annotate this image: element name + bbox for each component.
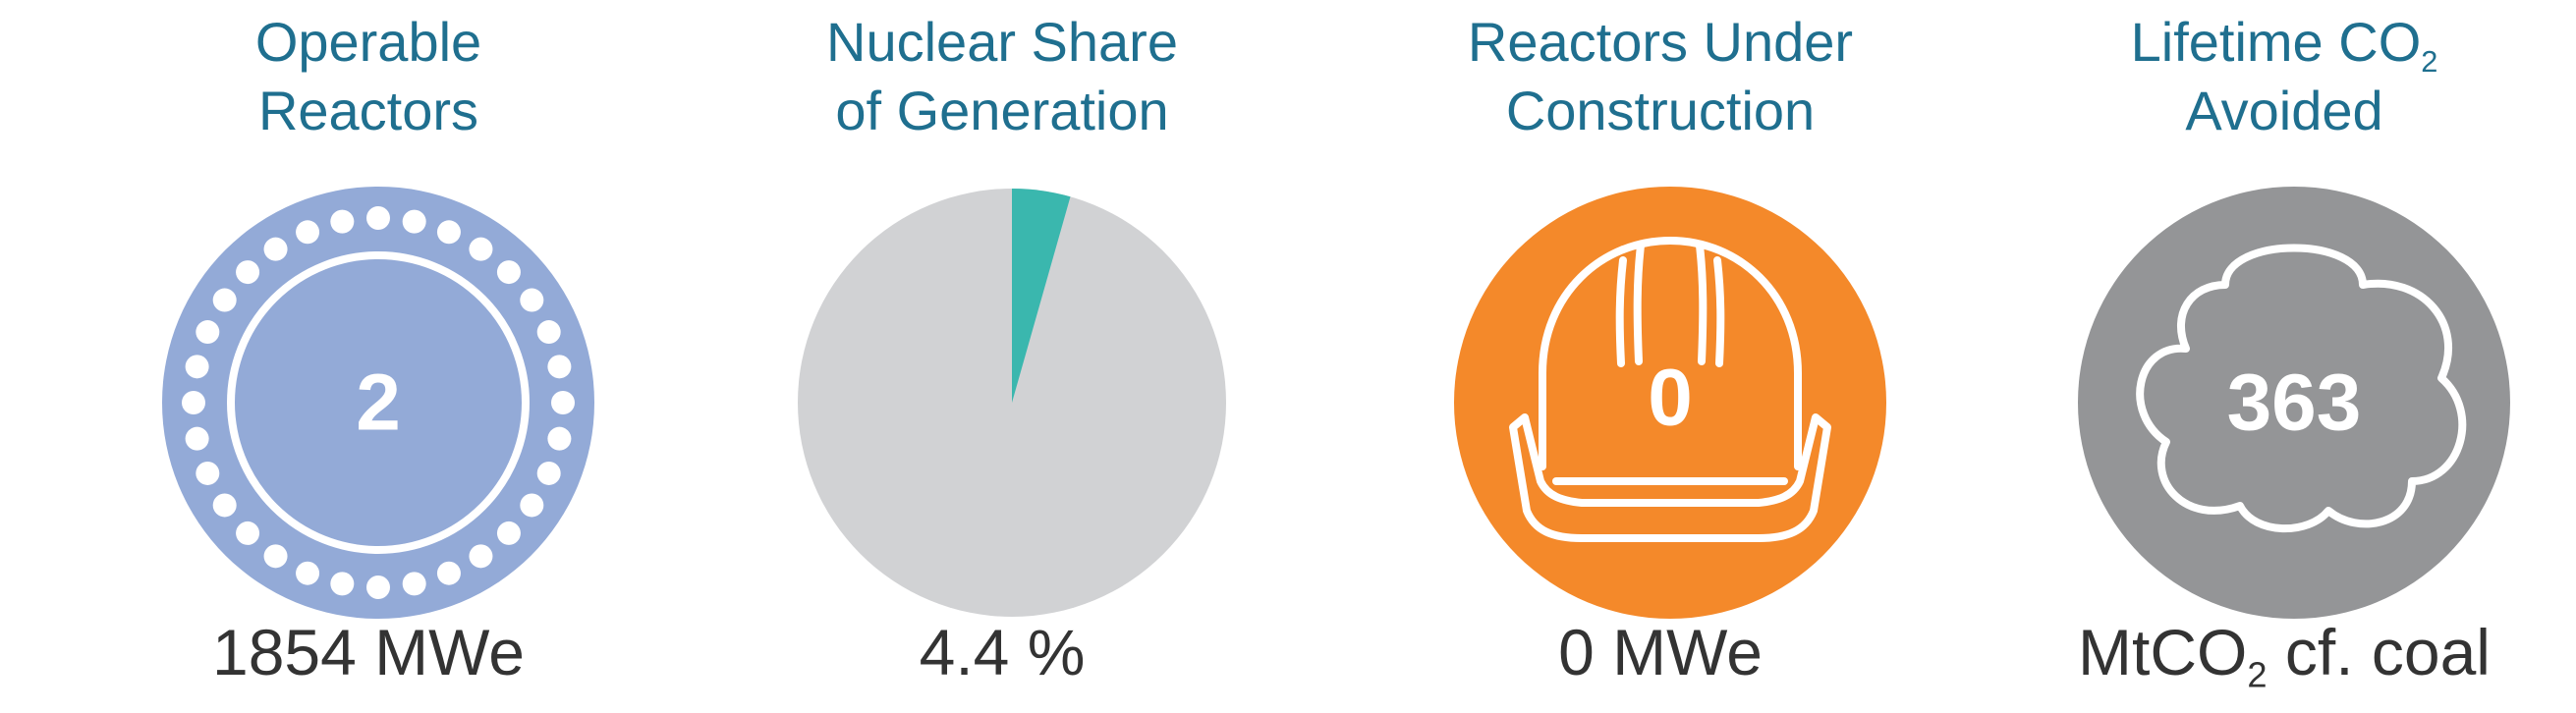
pie-chart-icon [798,189,1226,617]
reactor-dot [402,572,426,596]
operable-capacity: 1854 MWe [212,616,525,688]
reactor-dot [296,561,320,585]
reactor-dot [296,220,320,245]
reactor-dot [469,237,493,261]
reactor-dot [236,260,260,285]
reactor-dot [436,561,461,585]
pie-slice-nuclear [1012,189,1071,403]
reactor-ring-icon: 2 [162,187,594,619]
reactor-dot [196,320,220,345]
co2-avoided-panel: Lifetime CO2 Avoided 363 MtCO2 cf. coal [2009,0,2559,713]
reactor-dot [520,493,544,518]
reactor-dot [547,355,572,379]
reactor-dot [402,209,426,234]
title-line-1: Reactors Under [1467,11,1854,73]
title-line-1: Nuclear Share [826,11,1178,73]
title-line-2: Construction [1505,80,1816,141]
under-construction-value: 0 [1648,354,1693,443]
reactor-dot [536,320,561,345]
reactor-dot [366,576,390,599]
reactor-dot [366,206,390,230]
reactor-dot [263,544,288,569]
operable-reactors-value: 2 [356,358,401,448]
under-construction-panel: Reactors Under Construction 0 0 MWe [1385,0,1935,713]
reactor-dot [496,260,521,285]
reactor-dot [212,288,237,312]
title-line-2: Reactors [257,80,479,141]
title-line-2: of Generation [835,80,1169,141]
cloud-icon: 363 [2078,187,2510,619]
nuclear-share-panel: Nuclear Share of Generation 4.4 % [727,0,1277,713]
under-construction-title: Reactors Under Construction [1385,8,1935,145]
reactor-dot [520,288,544,312]
reactor-dot [196,461,220,485]
nuclear-share-value: 4.4 % [919,616,1086,688]
co2-avoided-title: Lifetime CO2 Avoided [2009,8,2559,145]
reactor-dot [469,544,493,569]
reactor-dot [551,391,575,414]
reactor-dot [185,426,209,451]
reactor-dot [185,355,209,379]
co2-avoided-value: 363 [2227,358,2362,448]
nuclear-share-title: Nuclear Share of Generation [727,8,1277,145]
co2-avoided-unit: MtCO2 cf. coal [2078,616,2491,695]
reactor-dot [330,572,355,596]
reactor-dot [236,521,260,545]
reactor-dot [547,426,572,451]
title-line-1: Lifetime CO2 [2130,11,2438,79]
reactor-dot [536,461,561,485]
title-line-2: Avoided [2185,80,2383,141]
reactor-dot [496,521,521,545]
reactor-dot [330,209,355,234]
reactor-dot [436,220,461,245]
hard-hat-icon: 0 [1454,187,1886,619]
title-line-1: Operable [254,11,482,73]
reactor-dot [182,391,205,414]
operable-reactors-title: Operable Reactors [93,8,644,145]
operable-reactors-panel: Operable Reactors 2 1854 MWe [93,0,644,713]
reactor-dot [263,237,288,261]
under-construction-capacity: 0 MWe [1558,616,1763,688]
reactor-dot [212,493,237,518]
